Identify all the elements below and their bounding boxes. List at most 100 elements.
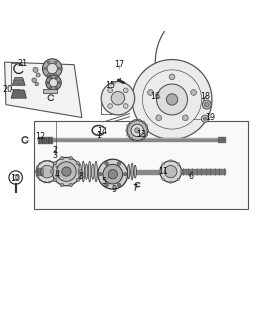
Text: 1: 1: [96, 131, 101, 140]
Circle shape: [130, 121, 132, 124]
Circle shape: [103, 164, 123, 184]
Ellipse shape: [95, 161, 97, 182]
Circle shape: [55, 77, 57, 79]
Circle shape: [32, 78, 37, 83]
Circle shape: [57, 162, 76, 181]
Circle shape: [39, 179, 41, 181]
Circle shape: [47, 82, 49, 84]
Circle shape: [55, 87, 57, 89]
Text: 18: 18: [200, 92, 211, 101]
Circle shape: [135, 128, 140, 133]
Circle shape: [53, 179, 55, 181]
Text: 16: 16: [150, 92, 160, 101]
Circle shape: [105, 183, 109, 187]
Circle shape: [58, 82, 60, 84]
Circle shape: [132, 60, 212, 140]
Bar: [34, 121, 248, 209]
Ellipse shape: [82, 161, 84, 182]
Circle shape: [47, 61, 50, 64]
Text: 5: 5: [101, 177, 106, 186]
Circle shape: [169, 159, 172, 162]
Text: 15: 15: [105, 81, 115, 90]
Circle shape: [124, 88, 128, 93]
Circle shape: [145, 124, 148, 127]
Circle shape: [169, 181, 172, 184]
Circle shape: [202, 115, 208, 122]
Circle shape: [76, 178, 80, 182]
Circle shape: [134, 139, 136, 142]
Circle shape: [44, 67, 46, 70]
Circle shape: [177, 178, 180, 180]
Text: 10: 10: [10, 173, 20, 182]
Circle shape: [157, 84, 188, 115]
Ellipse shape: [88, 161, 91, 182]
Bar: [43, 89, 57, 92]
Circle shape: [50, 77, 52, 79]
Circle shape: [69, 183, 73, 187]
Circle shape: [117, 162, 121, 165]
Text: 21: 21: [18, 59, 28, 68]
Text: 8: 8: [78, 172, 83, 181]
Circle shape: [111, 92, 125, 105]
Circle shape: [117, 183, 121, 187]
Circle shape: [39, 162, 41, 164]
Circle shape: [160, 161, 182, 182]
Ellipse shape: [79, 164, 81, 179]
Circle shape: [58, 67, 61, 70]
Text: 4: 4: [55, 170, 60, 179]
Circle shape: [48, 160, 51, 162]
Ellipse shape: [131, 163, 133, 180]
Circle shape: [138, 119, 141, 122]
Circle shape: [35, 171, 37, 172]
Circle shape: [145, 133, 148, 136]
Circle shape: [164, 165, 177, 178]
Circle shape: [52, 157, 81, 186]
Circle shape: [148, 90, 153, 95]
Circle shape: [191, 90, 196, 95]
Circle shape: [53, 162, 55, 164]
Circle shape: [99, 172, 102, 176]
Circle shape: [177, 163, 180, 165]
Text: 17: 17: [114, 60, 124, 69]
Circle shape: [124, 104, 128, 108]
Text: 3: 3: [52, 151, 57, 160]
Circle shape: [56, 166, 58, 168]
Circle shape: [69, 156, 73, 160]
Text: 7: 7: [132, 184, 137, 193]
Circle shape: [126, 129, 128, 132]
Circle shape: [183, 115, 188, 121]
Circle shape: [44, 160, 46, 162]
Circle shape: [130, 137, 132, 140]
Circle shape: [127, 124, 129, 127]
Ellipse shape: [128, 164, 130, 179]
Circle shape: [142, 137, 145, 140]
Circle shape: [49, 79, 58, 87]
Circle shape: [180, 170, 183, 173]
Circle shape: [134, 119, 136, 122]
Ellipse shape: [134, 165, 136, 178]
Circle shape: [108, 88, 112, 93]
Circle shape: [138, 139, 141, 142]
Polygon shape: [11, 90, 26, 98]
Circle shape: [127, 133, 129, 136]
Text: 20: 20: [2, 85, 12, 94]
Text: 19: 19: [206, 113, 216, 122]
Circle shape: [60, 183, 64, 187]
Circle shape: [55, 74, 57, 76]
Circle shape: [56, 175, 58, 177]
Text: 9: 9: [112, 185, 117, 194]
Circle shape: [36, 166, 38, 168]
Circle shape: [166, 94, 178, 105]
Circle shape: [48, 181, 51, 183]
Circle shape: [162, 163, 164, 165]
Circle shape: [53, 162, 57, 165]
Circle shape: [46, 75, 61, 91]
Polygon shape: [5, 62, 82, 117]
Polygon shape: [12, 77, 25, 85]
Circle shape: [44, 181, 46, 183]
Circle shape: [142, 121, 145, 124]
Circle shape: [108, 104, 112, 108]
Circle shape: [55, 61, 57, 64]
Ellipse shape: [92, 164, 94, 179]
Circle shape: [79, 170, 82, 173]
